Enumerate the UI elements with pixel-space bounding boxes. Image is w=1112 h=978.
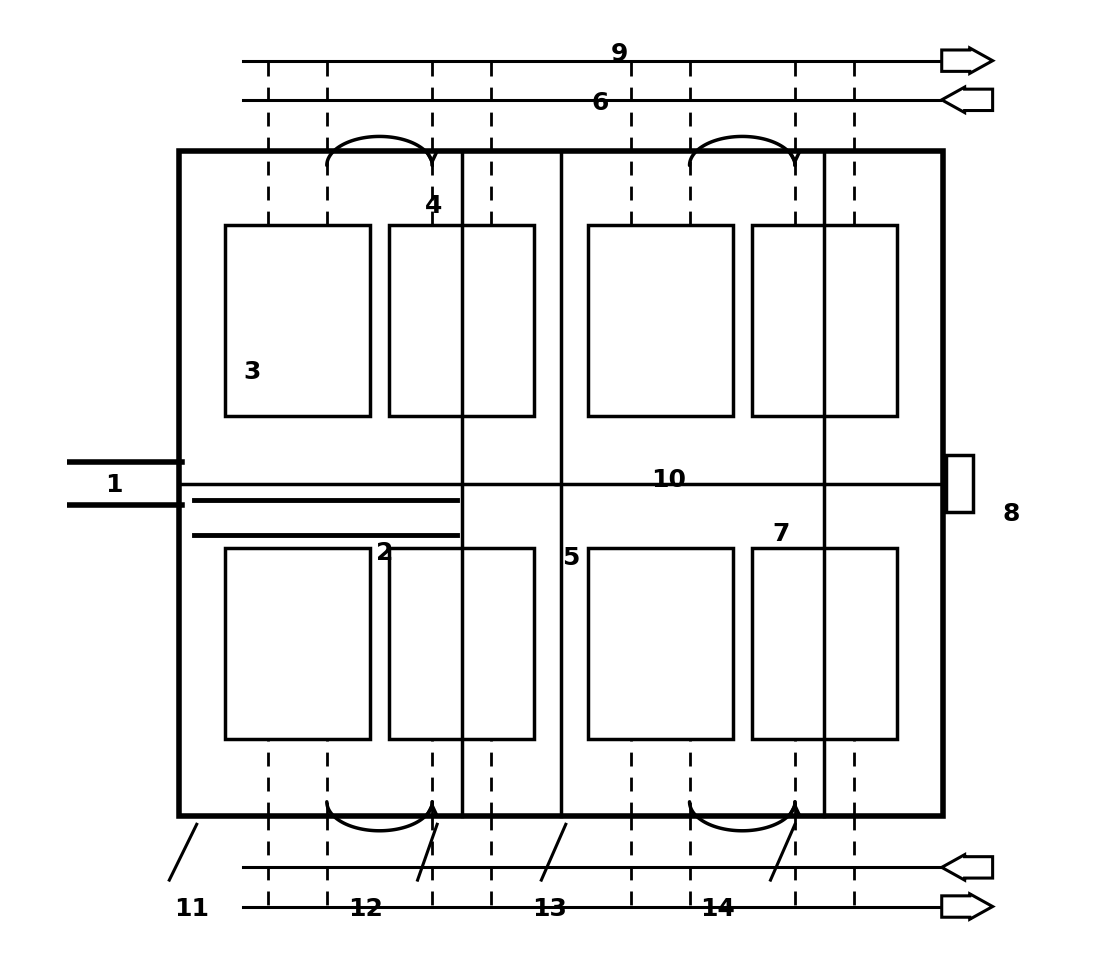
Bar (588, 226, 733, 417)
Bar (389, 226, 534, 417)
Bar (588, 549, 733, 739)
Text: 7: 7 (773, 521, 790, 545)
Text: 13: 13 (532, 896, 567, 919)
Text: 6: 6 (592, 91, 608, 114)
Text: 4: 4 (425, 194, 443, 217)
Bar (179, 152, 943, 817)
Bar (389, 549, 534, 739)
Bar (752, 226, 896, 417)
Text: 11: 11 (175, 896, 209, 919)
Text: 2: 2 (376, 541, 394, 564)
Polygon shape (942, 894, 993, 919)
Bar (225, 549, 370, 739)
Bar (945, 456, 973, 512)
Text: 9: 9 (610, 42, 628, 66)
Bar (225, 226, 370, 417)
Bar (752, 549, 896, 739)
Text: 5: 5 (562, 546, 579, 569)
Text: 8: 8 (1003, 502, 1020, 525)
Text: 12: 12 (348, 896, 383, 919)
Text: 3: 3 (244, 360, 261, 383)
Text: 10: 10 (652, 467, 686, 491)
Polygon shape (942, 49, 993, 74)
Text: 1: 1 (105, 472, 122, 496)
Text: 14: 14 (701, 896, 735, 919)
Polygon shape (942, 88, 993, 113)
Polygon shape (942, 855, 993, 880)
